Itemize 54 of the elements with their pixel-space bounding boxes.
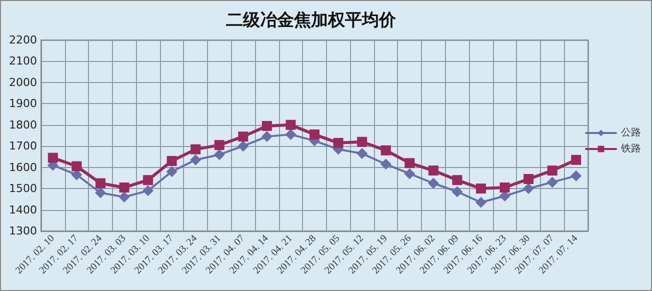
point	[143, 175, 154, 186]
point	[190, 144, 201, 154]
chart-title: 二级冶金焦加权平均价	[226, 10, 397, 30]
point	[238, 140, 249, 152]
point	[166, 156, 177, 166]
point	[238, 132, 248, 142]
y-tick-label: 2200	[9, 34, 37, 46]
point	[546, 176, 558, 188]
point	[356, 148, 368, 160]
point	[500, 182, 510, 192]
point	[476, 184, 486, 194]
point	[48, 152, 58, 163]
y-tick-label: 1400	[9, 203, 37, 216]
point	[452, 186, 463, 198]
point	[95, 178, 106, 188]
point	[261, 131, 272, 142]
point	[214, 149, 225, 160]
point	[285, 128, 296, 140]
point	[404, 158, 415, 168]
point	[190, 154, 202, 166]
legend-label: 公路	[621, 126, 641, 138]
y-tick-label: 1800	[9, 118, 37, 132]
y-tick-label: 2000	[9, 76, 37, 89]
point	[547, 166, 558, 176]
point	[262, 120, 272, 131]
point	[571, 154, 582, 165]
point	[428, 178, 439, 189]
point	[118, 192, 130, 203]
point	[428, 166, 438, 176]
point	[286, 120, 296, 130]
point	[524, 174, 534, 184]
y-tick-label: 1700	[9, 140, 37, 153]
y-tick-label: 1900	[9, 97, 37, 110]
point	[214, 140, 224, 150]
y-tick-label: 1600	[9, 160, 37, 174]
point	[523, 183, 534, 194]
y-tick-label: 2100	[9, 54, 37, 68]
point	[404, 168, 416, 180]
point	[357, 136, 368, 147]
y-tick-label: 1300	[9, 224, 37, 238]
point	[380, 145, 391, 156]
point	[333, 138, 344, 148]
point	[452, 175, 462, 186]
point	[166, 166, 178, 178]
point	[570, 170, 582, 182]
point	[380, 158, 392, 170]
point	[310, 129, 320, 140]
y-tick-label: 1500	[9, 182, 37, 196]
point	[142, 185, 154, 196]
point	[119, 182, 130, 192]
point	[94, 187, 106, 198]
point	[72, 161, 82, 172]
legend-label: 铁路	[620, 142, 641, 154]
point	[475, 196, 486, 208]
